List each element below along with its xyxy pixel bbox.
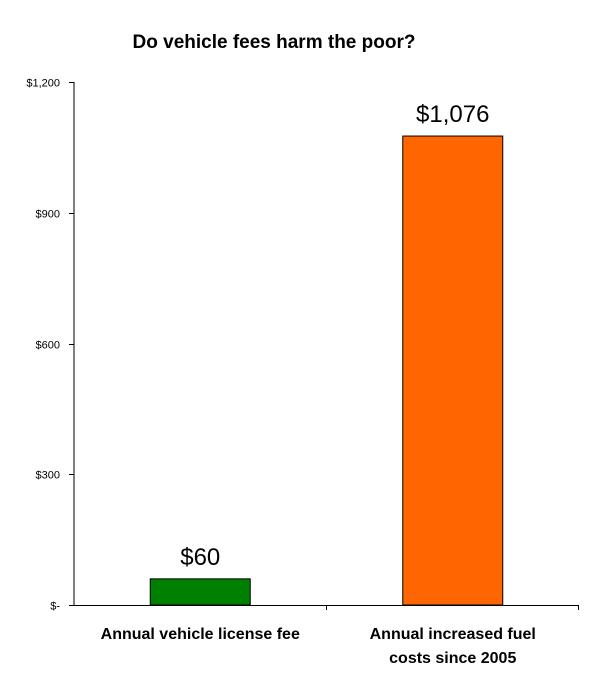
bar <box>402 135 504 606</box>
y-tick-label: $300 <box>36 470 60 482</box>
y-tick-label: $- <box>50 601 60 613</box>
x-axis <box>69 605 579 610</box>
bars <box>149 135 504 606</box>
y-tick-label: $600 <box>36 340 60 352</box>
y-tick-label: $1,200 <box>26 78 60 90</box>
bar <box>149 578 251 606</box>
data-labels: $60 $1,076 <box>180 101 489 571</box>
category-label: Annual vehicle license fee <box>101 626 300 643</box>
category-label: costs since 2005 <box>389 650 516 667</box>
data-label: $1,076 <box>416 101 489 128</box>
chart-title: Do vehicle fees harm the poor? <box>133 32 416 53</box>
y-axis: $- $300 $600 $900 $1,200 <box>26 78 75 613</box>
category-label: Annual increased fuel <box>370 626 536 643</box>
y-tick-label: $900 <box>36 209 60 221</box>
category-labels: Annual vehicle license fee Annual increas… <box>101 626 536 667</box>
data-label: $60 <box>180 544 220 571</box>
